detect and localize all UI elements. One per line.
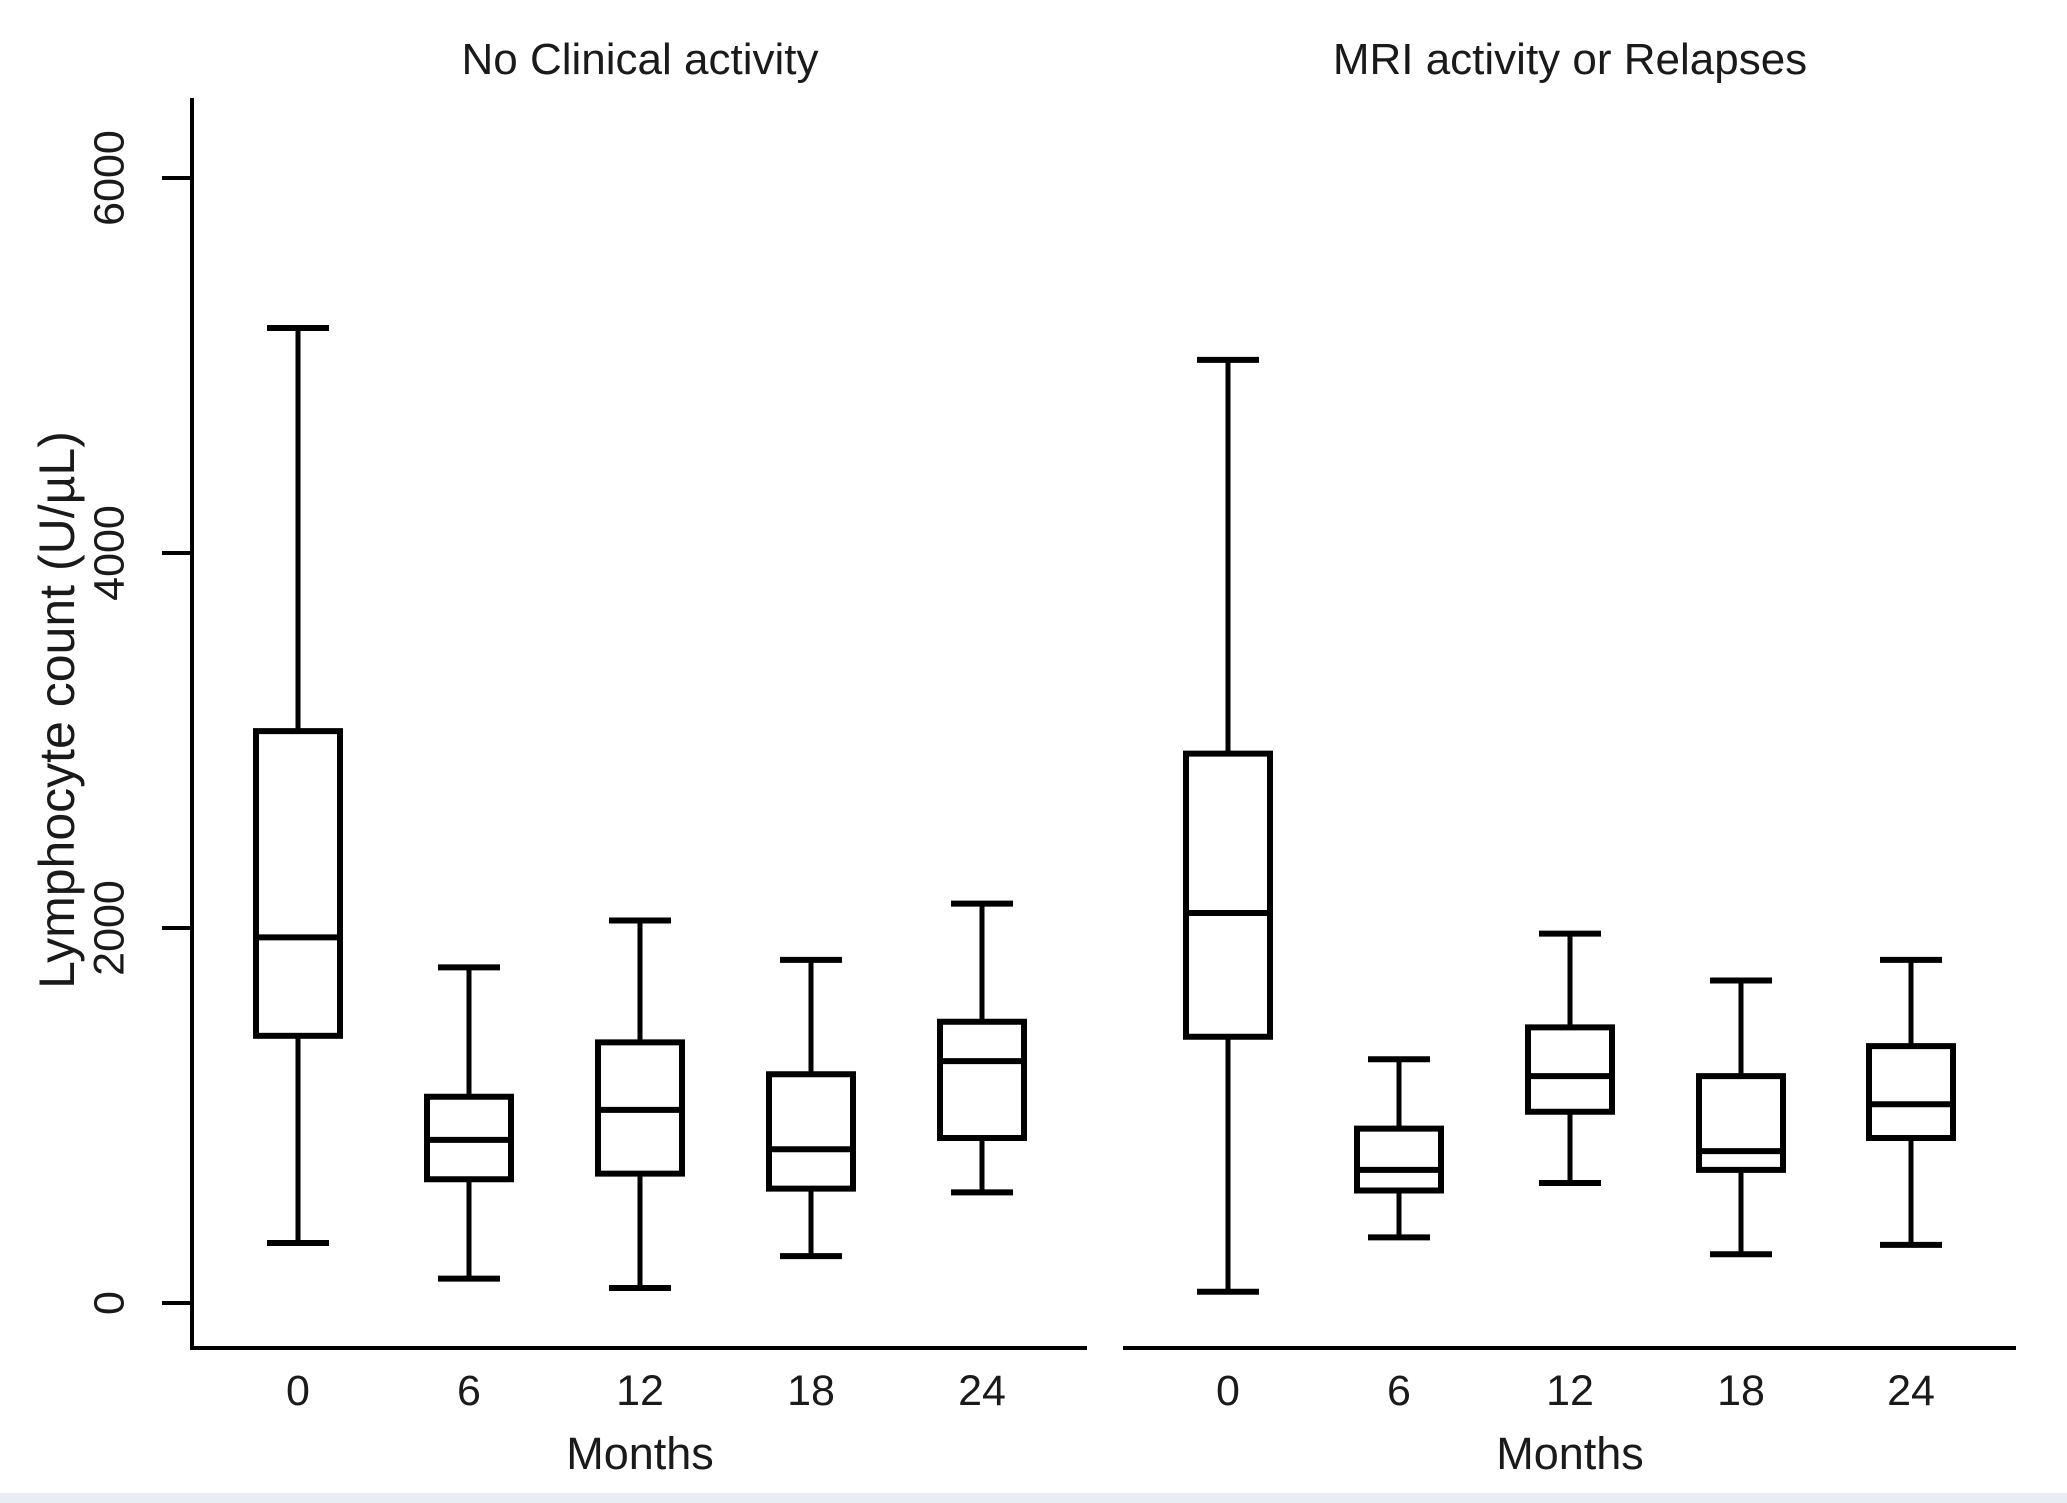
y-tick-label: 6000 [85, 130, 133, 226]
x-tick-label: 12 [616, 1367, 664, 1415]
x-tick-label: 18 [787, 1367, 835, 1415]
box-right-month-24 [1866, 1043, 1956, 1141]
box-left-month-24 [937, 1018, 1027, 1141]
panel-title-left: No Clinical activity [461, 35, 819, 84]
x-tick-label: 24 [958, 1367, 1006, 1415]
figure-bottom-border [0, 1493, 2067, 1503]
x-tick-label: 0 [1216, 1367, 1240, 1415]
x-axis-title-left: Months [566, 1428, 714, 1479]
x-tick-label: 18 [1717, 1367, 1765, 1415]
y-tick-label: 4000 [85, 505, 133, 601]
box-right-month-6 [1354, 1125, 1444, 1194]
x-tick-label: 0 [286, 1367, 310, 1415]
y-tick-label: 0 [85, 1291, 133, 1315]
x-tick-label: 12 [1546, 1367, 1594, 1415]
panel-title-right: MRI activity or Relapses [1332, 35, 1808, 84]
box-right-month-0 [1183, 750, 1273, 1040]
box-right-month-12 [1525, 1024, 1615, 1115]
x-tick-label: 24 [1887, 1367, 1935, 1415]
x-tick-label: 6 [457, 1367, 481, 1415]
box-left-month-0 [253, 728, 343, 1039]
box-right-month-18 [1696, 1073, 1786, 1173]
x-tick-label: 6 [1387, 1367, 1411, 1415]
x-axis-title-right: Months [1496, 1428, 1644, 1479]
box-left-month-18 [766, 1071, 856, 1192]
y-tick-label: 2000 [85, 880, 133, 976]
